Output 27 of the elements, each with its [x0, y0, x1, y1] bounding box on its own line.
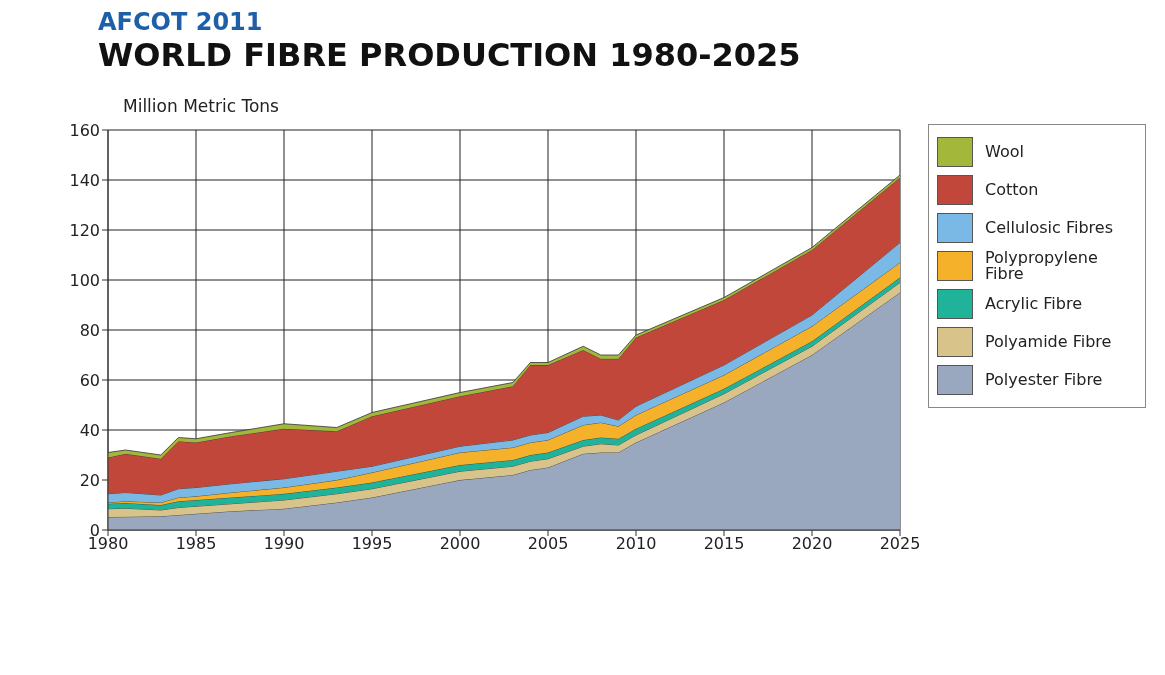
- legend-label: Cotton: [985, 180, 1039, 199]
- y-tick-label: 40: [79, 420, 100, 440]
- chart-title: WORLD FIBRE PRODUCTION 1980-2025: [98, 36, 802, 74]
- y-tick-label: 100: [69, 270, 100, 290]
- x-tick-label: 2010: [615, 534, 657, 554]
- x-tick-label: 2000: [439, 534, 481, 554]
- x-tick-label: 1985: [175, 534, 217, 554]
- x-tick-label: 2005: [527, 534, 569, 554]
- legend-label: Polyamide Fibre: [985, 332, 1112, 351]
- y-tick-label: 140: [69, 170, 100, 190]
- x-tick-label: 2015: [703, 534, 745, 554]
- y-tick-label: 160: [69, 120, 100, 140]
- legend-label: Polypropylene Fibre: [985, 248, 1099, 283]
- x-tick-label: 1995: [351, 534, 393, 554]
- legend-label: Acrylic Fibre: [985, 294, 1082, 313]
- x-tick-label: 1990: [263, 534, 305, 554]
- y-tick-label: 20: [79, 470, 100, 490]
- x-tick-label: 2025: [879, 534, 921, 554]
- y-tick-label: 120: [69, 220, 100, 240]
- y-tick-label: 80: [79, 320, 100, 340]
- x-tick-label: 2020: [791, 534, 833, 554]
- legend-label: Wool: [985, 142, 1024, 161]
- legend-label: Polyester Fibre: [985, 370, 1103, 389]
- y-axis-title: Million Metric Tons: [123, 96, 280, 116]
- y-tick-label: 60: [79, 370, 100, 390]
- chart-subtitle: AFCOT 2011: [98, 8, 264, 36]
- legend-label: Cellulosic Fibres: [985, 218, 1113, 237]
